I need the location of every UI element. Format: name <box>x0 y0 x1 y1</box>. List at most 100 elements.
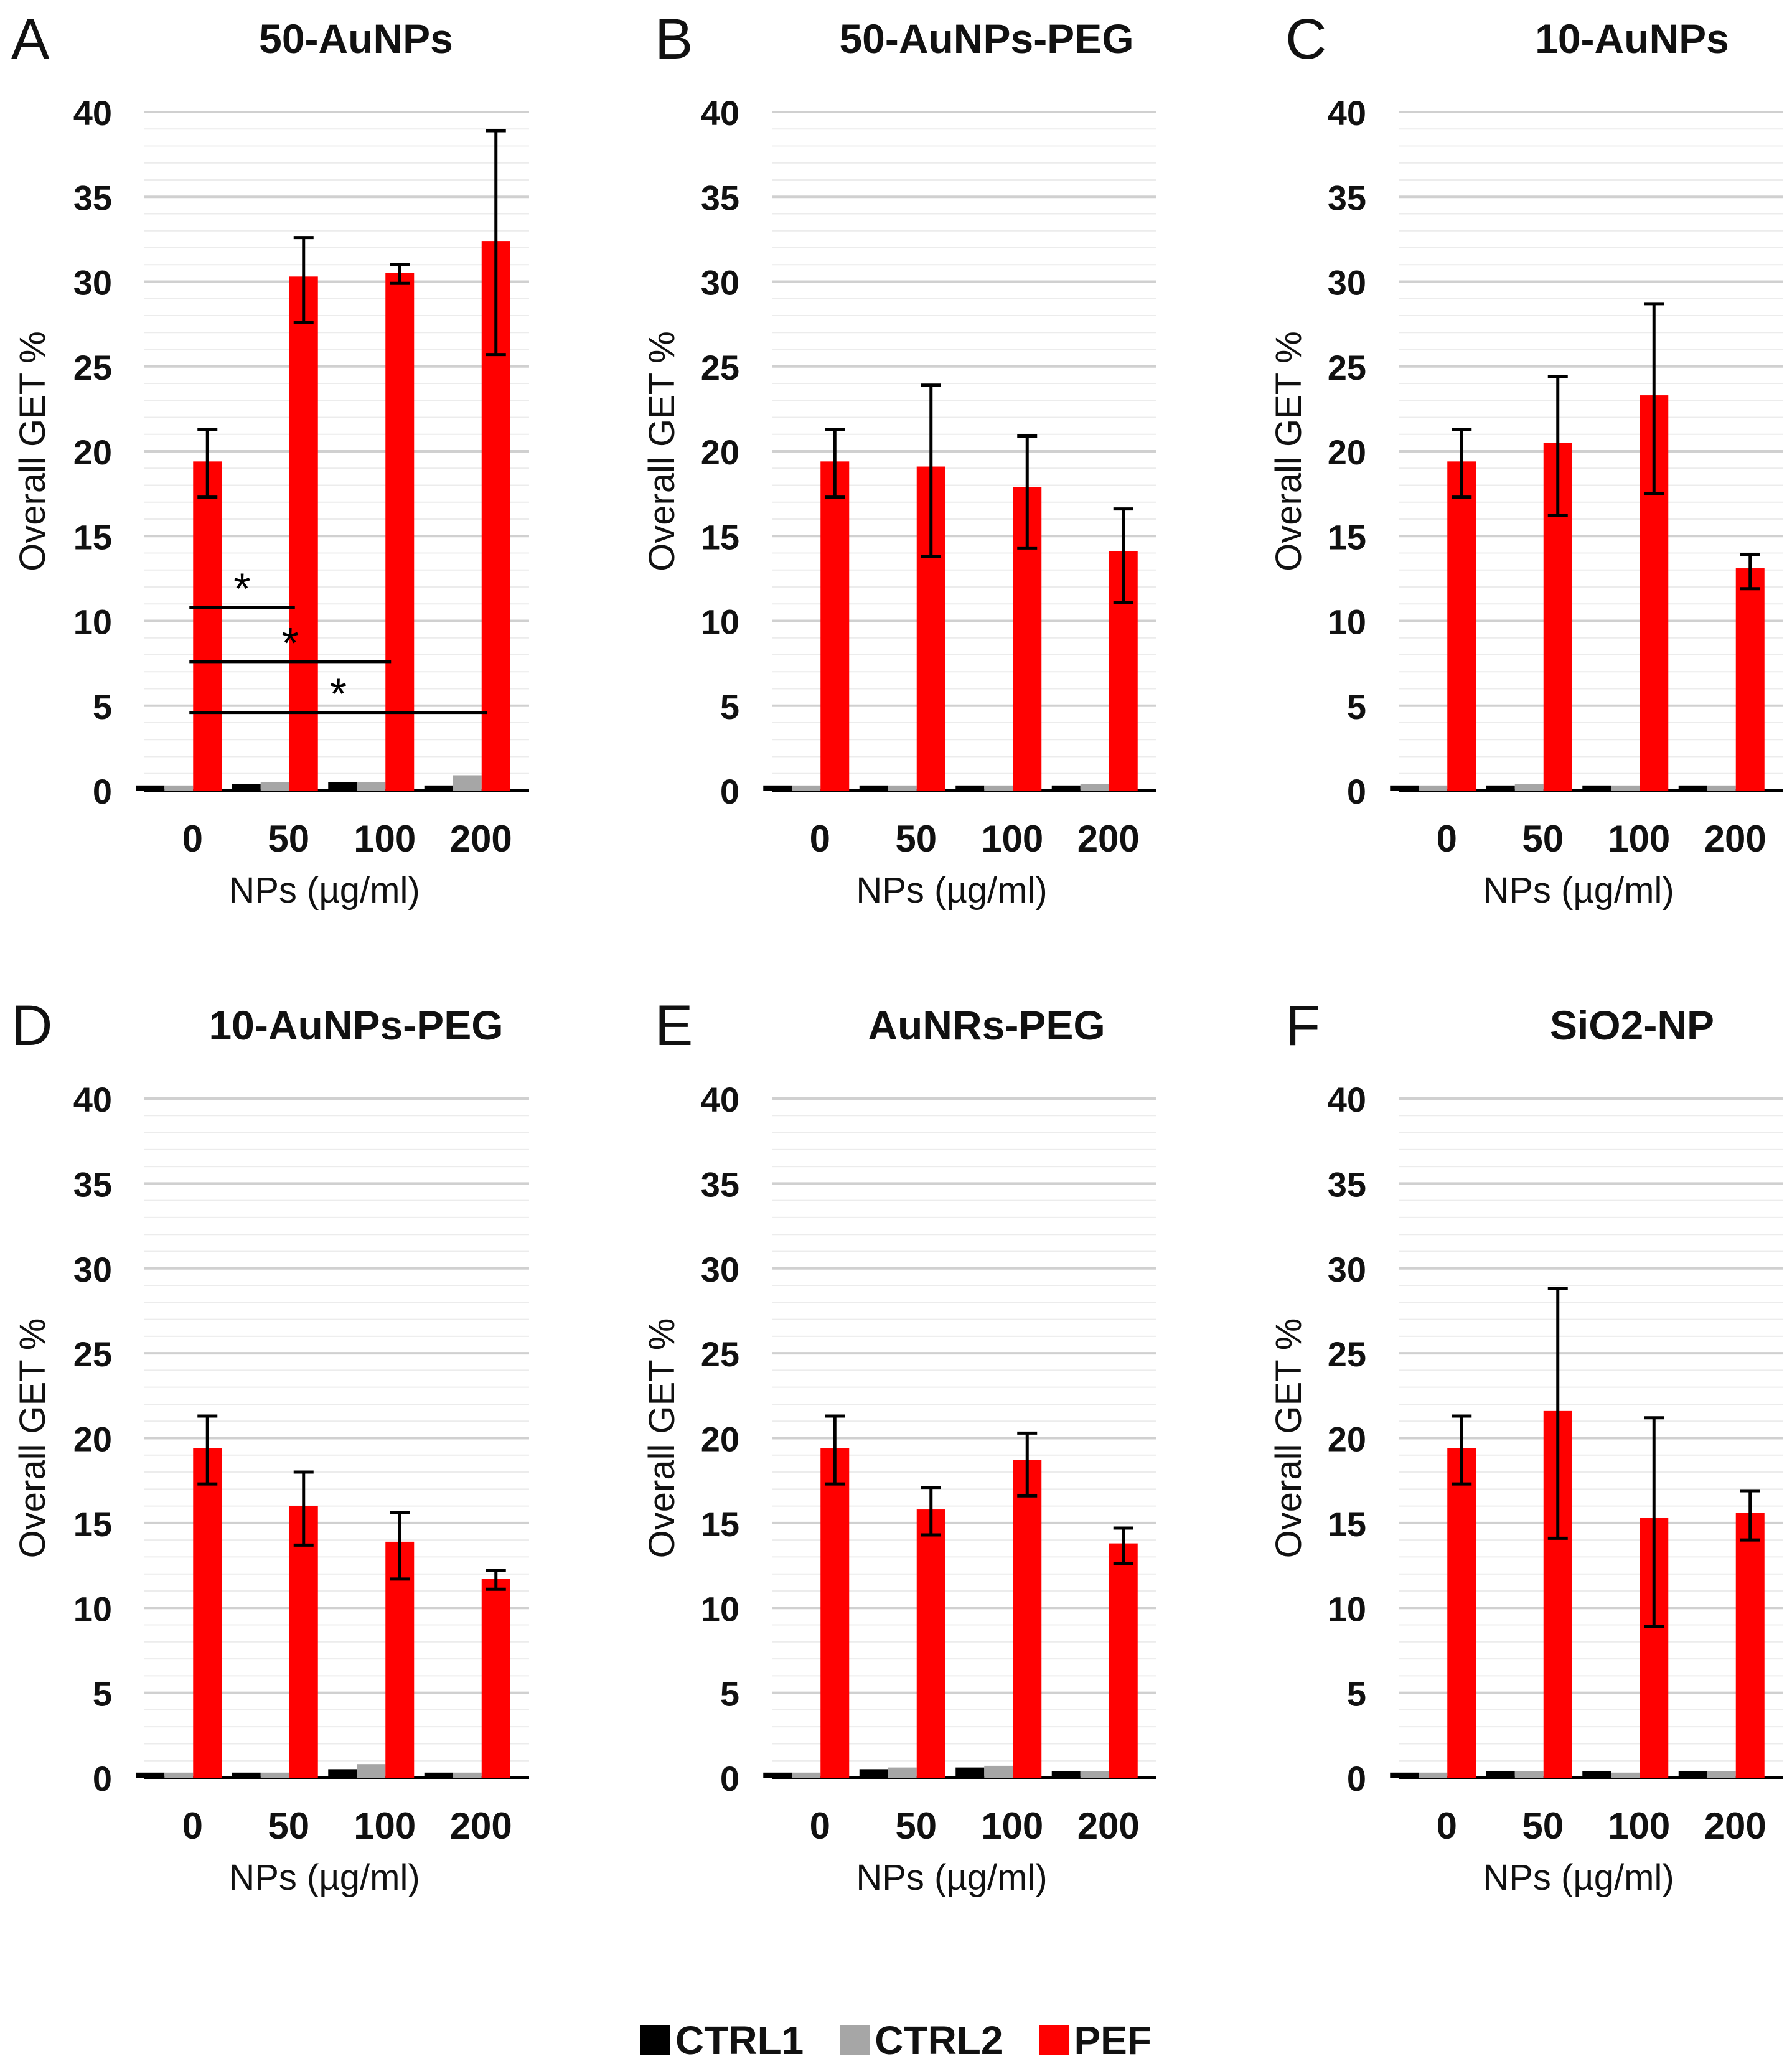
bar-ctrl1-a-200 <box>424 785 453 791</box>
bar-ctrl1-a-100 <box>328 782 357 791</box>
bar-ctrl1-b-100 <box>955 785 985 791</box>
x-tick-label-d: 100 <box>354 1805 416 1847</box>
y-tick-label-f: 0 <box>1347 1759 1366 1798</box>
y-tick-label-b: 35 <box>701 178 739 217</box>
y-tick-label-b: 10 <box>701 603 739 642</box>
x-tick-label-b: 200 <box>1077 818 1140 860</box>
bar-ctrl1-e-100 <box>955 1767 985 1778</box>
x-tick-label-b: 100 <box>981 818 1043 860</box>
bar-pef-d-200 <box>481 1579 510 1778</box>
y-tick-label-e: 35 <box>701 1165 739 1204</box>
panel-title-c: 10-AuNPs <box>1535 16 1729 62</box>
x-tick-label-d: 50 <box>268 1805 309 1847</box>
bar-ctrl2-e-0 <box>792 1772 821 1778</box>
bar-pef-a-0 <box>193 461 222 791</box>
significance-star-a: * <box>233 565 250 613</box>
bar-pef-d-0 <box>193 1448 222 1778</box>
y-tick-label-a: 25 <box>73 348 112 387</box>
y-tick-label-b: 25 <box>701 348 739 387</box>
x-tick-label-c: 0 <box>1437 818 1457 860</box>
bar-ctrl2-b-100 <box>984 785 1013 791</box>
panel-title-e: AuNRs-PEG <box>868 1002 1105 1048</box>
bar-pef-e-100 <box>1013 1460 1042 1778</box>
bar-ctrl1-b-200 <box>1051 785 1081 791</box>
x-tick-label-d: 200 <box>450 1805 512 1847</box>
y-tick-label-e: 20 <box>701 1420 739 1459</box>
y-axis-label-d: Overall GET % <box>12 1318 53 1559</box>
y-tick-label-f: 5 <box>1347 1674 1366 1714</box>
y-tick-label-d: 10 <box>73 1589 112 1628</box>
bar-pef-c-0 <box>1447 461 1476 791</box>
y-tick-label-e: 5 <box>720 1674 739 1714</box>
y-tick-label-a: 30 <box>73 263 112 303</box>
legend-label-ctrl2: CTRL2 <box>875 2018 1003 2063</box>
bar-pef-e-50 <box>916 1509 945 1778</box>
y-tick-label-b: 40 <box>701 93 739 133</box>
y-tick-label-c: 25 <box>1328 348 1366 387</box>
bar-ctrl1-c-50 <box>1486 785 1515 791</box>
y-axis-label-e: Overall GET % <box>642 1318 682 1559</box>
y-tick-label-e: 0 <box>720 1759 739 1798</box>
y-tick-label-d: 15 <box>73 1504 112 1544</box>
bar-ctrl2-b-50 <box>888 785 917 791</box>
x-tick-label-e: 0 <box>810 1805 830 1847</box>
bar-ctrl1-a-50 <box>232 784 261 791</box>
y-tick-label-a: 40 <box>73 93 112 133</box>
x-tick-label-c: 50 <box>1522 818 1564 860</box>
bar-ctrl2-f-100 <box>1611 1772 1640 1778</box>
legend-item-ctrl2: CTRL2 <box>840 2017 1003 2063</box>
y-tick-label-b: 0 <box>720 772 739 811</box>
bar-ctrl2-c-200 <box>1707 785 1736 791</box>
bar-ctrl2-e-200 <box>1080 1771 1109 1778</box>
bar-ctrl2-c-50 <box>1514 784 1544 791</box>
y-tick-label-e: 10 <box>701 1589 739 1628</box>
legend-item-ctrl1: CTRL1 <box>640 2017 804 2063</box>
bar-ctrl2-d-50 <box>260 1772 289 1778</box>
x-tick-label-b: 0 <box>810 818 830 860</box>
x-tick-label-f: 50 <box>1522 1805 1564 1847</box>
bar-ctrl1-f-0 <box>1390 1772 1419 1778</box>
y-tick-label-f: 40 <box>1328 1080 1366 1119</box>
bar-ctrl1-e-200 <box>1051 1771 1081 1778</box>
legend-label-pef: PEF <box>1074 2018 1152 2063</box>
panel-letter-f: F <box>1285 994 1320 1058</box>
bar-ctrl1-d-0 <box>136 1772 165 1778</box>
bar-ctrl2-e-50 <box>888 1767 917 1778</box>
bar-pef-d-50 <box>289 1506 318 1778</box>
y-tick-label-d: 25 <box>73 1335 112 1374</box>
bar-ctrl2-d-100 <box>357 1764 386 1778</box>
bar-ctrl1-c-200 <box>1678 785 1707 791</box>
y-tick-label-c: 20 <box>1328 433 1366 472</box>
x-axis-label-f: NPs (µg/ml) <box>1483 1857 1674 1898</box>
bar-pef-e-200 <box>1109 1543 1138 1778</box>
y-tick-label-b: 5 <box>720 687 739 726</box>
panel-letter-b: B <box>655 7 693 71</box>
legend: CTRL1 CTRL2 PEF <box>0 2015 1792 2065</box>
bar-pef-a-50 <box>289 276 318 791</box>
y-axis-label-f: Overall GET % <box>1269 1318 1309 1559</box>
y-tick-label-c: 10 <box>1328 603 1366 642</box>
legend-swatch-ctrl2 <box>840 2025 870 2055</box>
y-tick-label-c: 30 <box>1328 263 1366 303</box>
legend-label-ctrl1: CTRL1 <box>675 2018 804 2063</box>
y-tick-label-d: 35 <box>73 1165 112 1204</box>
y-tick-label-b: 30 <box>701 263 739 303</box>
significance-star-a: * <box>282 619 299 667</box>
bar-ctrl2-b-0 <box>792 785 821 791</box>
legend-item-pef: PEF <box>1039 2017 1152 2063</box>
x-tick-label-e: 200 <box>1077 1805 1140 1847</box>
bar-pef-c-200 <box>1735 568 1765 791</box>
bar-ctrl1-e-0 <box>763 1772 792 1778</box>
x-axis-label-b: NPs (µg/ml) <box>856 870 1047 911</box>
panel-letter-e: E <box>655 994 693 1058</box>
significance-star-a: * <box>330 670 347 718</box>
y-axis-label-a: Overall GET % <box>12 331 53 571</box>
bar-ctrl1-e-50 <box>859 1769 888 1778</box>
legend-swatch-ctrl1 <box>640 2025 671 2055</box>
bar-pef-d-100 <box>385 1541 415 1778</box>
bar-ctrl1-a-0 <box>136 785 165 791</box>
bar-pef-f-0 <box>1447 1448 1476 1778</box>
bar-ctrl2-c-100 <box>1611 785 1640 791</box>
bar-ctrl1-d-100 <box>328 1769 357 1778</box>
x-axis-label-a: NPs (µg/ml) <box>228 870 420 911</box>
